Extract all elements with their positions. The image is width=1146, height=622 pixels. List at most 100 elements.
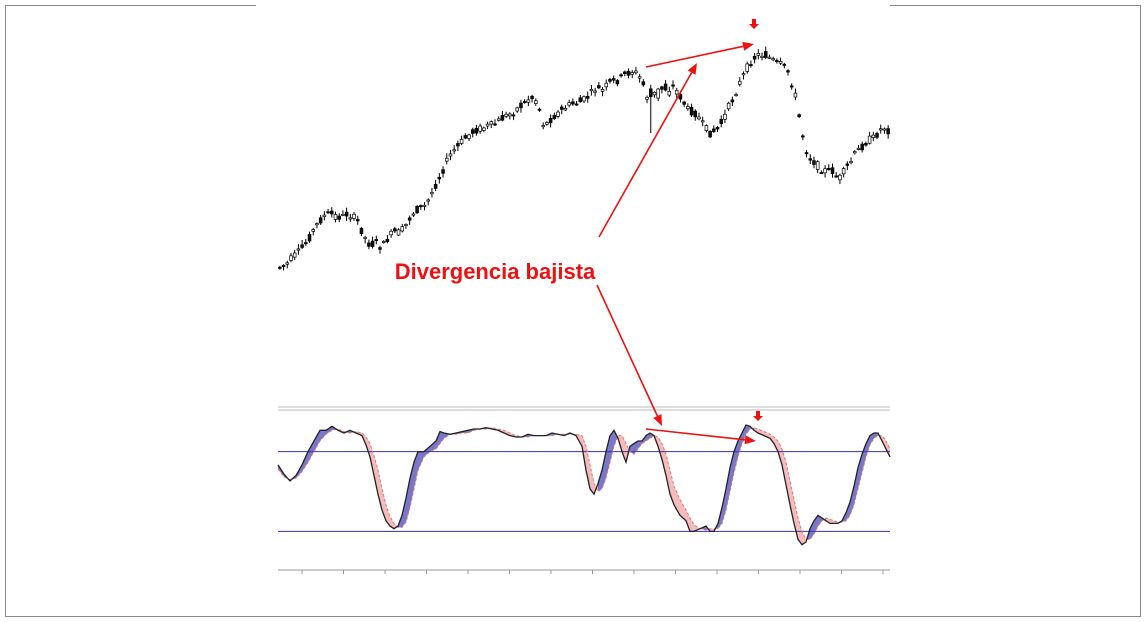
candle-body: [645, 96, 649, 100]
oscillator-x-ticks: [301, 570, 884, 574]
candle-body: [778, 61, 783, 64]
candle-body: [827, 168, 831, 170]
candle: [289, 252, 293, 263]
fill-bullish: [722, 488, 726, 524]
candle: [467, 133, 471, 142]
candle: [637, 73, 642, 83]
candle: [760, 52, 764, 61]
candle: [656, 87, 660, 102]
candle-body: [593, 90, 597, 93]
candle-body: [634, 70, 638, 74]
candle: [611, 75, 616, 84]
candle: [634, 66, 638, 75]
candle: [652, 91, 657, 98]
candle: [567, 99, 571, 108]
fill-bearish: [666, 454, 670, 495]
candle: [463, 133, 468, 140]
fill-bullish: [326, 426, 332, 435]
candle: [823, 165, 827, 178]
candle: [585, 91, 590, 103]
fill-bearish: [790, 480, 794, 524]
candle: [708, 130, 712, 139]
candle: [307, 231, 312, 243]
candle-body: [738, 80, 742, 85]
candle: [489, 120, 494, 129]
fill-bearish: [786, 462, 790, 505]
candle: [574, 100, 579, 106]
candle-body: [886, 128, 890, 135]
candle: [526, 95, 531, 107]
candle-body: [812, 160, 816, 165]
fill-bullish: [406, 478, 410, 523]
fill-bearish: [886, 441, 890, 457]
candle-body: [545, 122, 549, 125]
arrow-pointer-up: [598, 63, 697, 238]
candle: [700, 116, 705, 127]
candle-body: [719, 118, 723, 124]
candle-body: [682, 101, 686, 105]
fill-bullish: [726, 467, 730, 511]
fill-bearish: [586, 446, 590, 489]
fill-bullish: [870, 433, 874, 445]
candle: [344, 207, 349, 221]
candle: [882, 127, 887, 134]
candle-body: [304, 242, 308, 245]
candle: [693, 109, 698, 121]
candle: [600, 87, 605, 97]
candle-body: [667, 90, 672, 96]
candle-body: [574, 103, 579, 106]
candle: [337, 213, 341, 222]
candle: [801, 134, 805, 141]
candle: [671, 80, 675, 90]
candle-body: [493, 123, 497, 126]
candle: [407, 215, 412, 225]
candle-body: [600, 88, 605, 92]
candle: [808, 154, 813, 165]
fill-bullish: [320, 430, 326, 441]
candle: [322, 211, 327, 221]
price-peak-down-marker-icon: [749, 19, 759, 29]
candle-body: [419, 205, 423, 208]
candle-body: [389, 230, 393, 236]
candle-body: [307, 234, 312, 242]
candle-body: [292, 252, 297, 258]
candle-body: [452, 149, 456, 152]
candle: [474, 124, 479, 136]
candle-body: [430, 192, 434, 195]
candle: [352, 211, 356, 221]
candle-body: [411, 213, 416, 216]
candle: [797, 113, 801, 119]
candle: [849, 157, 853, 165]
candle: [433, 179, 438, 192]
candle: [548, 114, 553, 128]
candle-body: [333, 214, 338, 220]
candle-body: [619, 74, 623, 77]
candle-body: [708, 130, 712, 138]
candle-body: [697, 116, 701, 120]
candle-body: [519, 102, 523, 109]
candle-body: [289, 255, 293, 261]
fill-bullish: [314, 430, 320, 452]
candle: [311, 227, 315, 236]
candle-body: [819, 172, 824, 175]
candle-body: [508, 113, 512, 117]
candle: [578, 95, 583, 103]
fill-bearish: [374, 455, 378, 495]
candle: [756, 49, 761, 60]
candle-body: [482, 127, 486, 131]
candle-body: [756, 52, 761, 56]
candle-body: [860, 143, 864, 151]
candle-body: [363, 236, 367, 239]
frame-border: [5, 5, 1141, 617]
candle-body: [281, 265, 286, 268]
fill-bearish: [658, 437, 662, 460]
candle-body: [789, 85, 794, 88]
candle-body: [367, 242, 371, 247]
candle-body: [467, 134, 471, 139]
candle: [838, 173, 842, 185]
fill-bullish: [440, 431, 444, 444]
candle: [623, 70, 627, 77]
candle: [478, 123, 482, 134]
candle: [738, 77, 742, 87]
candle: [396, 228, 401, 237]
